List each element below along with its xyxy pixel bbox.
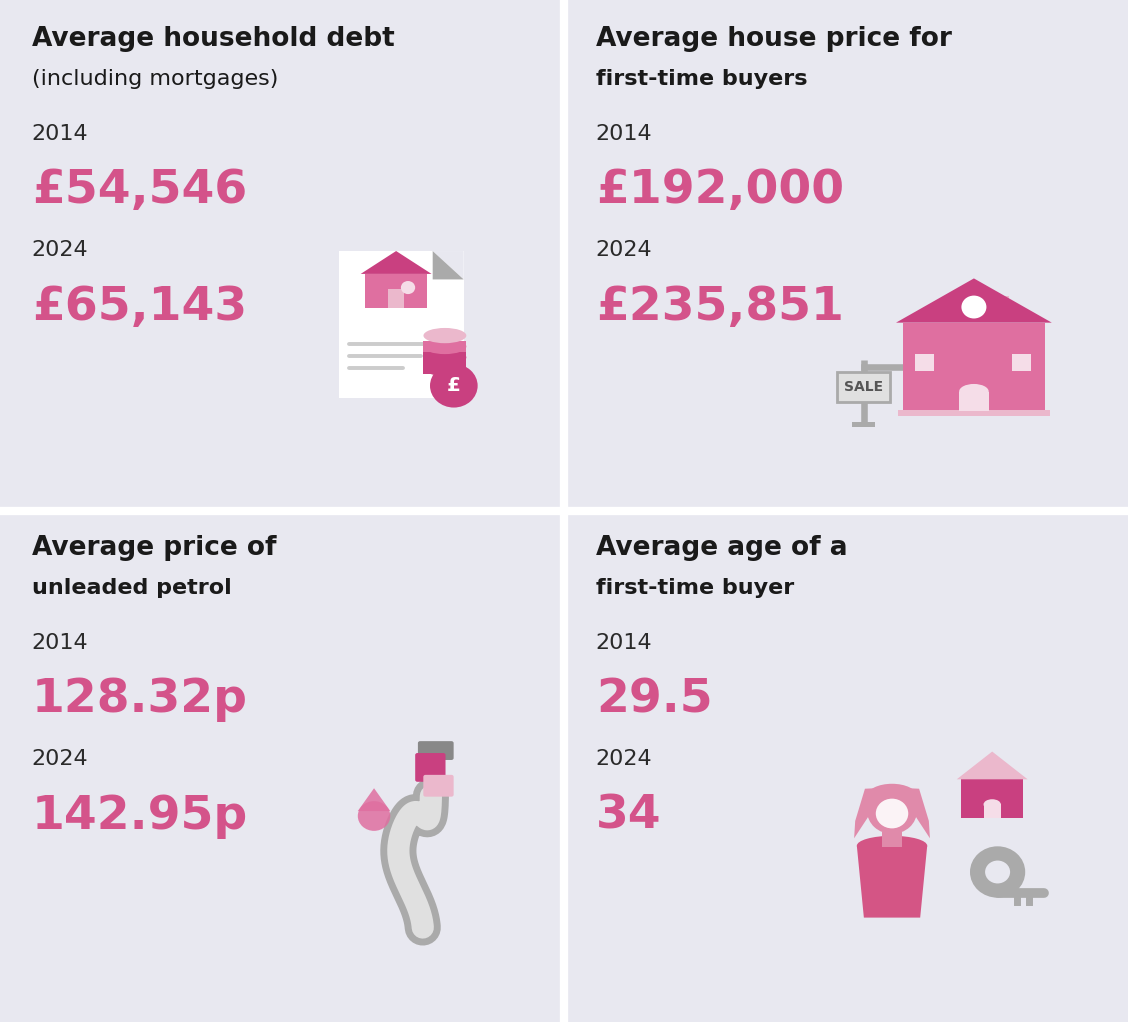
FancyBboxPatch shape [995,295,1008,322]
Text: unleaded petrol: unleaded petrol [32,578,231,598]
Polygon shape [361,251,432,274]
FancyBboxPatch shape [882,832,901,847]
FancyBboxPatch shape [853,421,875,427]
Text: 2014: 2014 [32,124,88,144]
FancyBboxPatch shape [902,323,1045,411]
Polygon shape [854,788,887,838]
Polygon shape [857,846,927,918]
FancyBboxPatch shape [423,352,466,363]
Ellipse shape [423,339,466,354]
Circle shape [358,801,390,831]
FancyBboxPatch shape [837,372,890,402]
Polygon shape [433,251,464,279]
FancyBboxPatch shape [423,341,466,352]
Text: SALE: SALE [844,379,883,393]
Polygon shape [433,251,464,279]
FancyBboxPatch shape [1012,355,1031,371]
Text: 29.5: 29.5 [596,678,713,723]
Text: £65,143: £65,143 [32,285,247,330]
Circle shape [961,295,986,319]
FancyBboxPatch shape [364,274,428,308]
Circle shape [985,861,1010,883]
Polygon shape [896,278,1051,323]
Polygon shape [358,788,390,811]
Text: £192,000: £192,000 [596,169,844,214]
Text: (including mortgages): (including mortgages) [32,69,279,89]
Text: £: £ [447,376,460,396]
FancyBboxPatch shape [417,741,453,760]
Text: first-time buyers: first-time buyers [596,69,808,89]
Text: 142.95p: 142.95p [32,794,248,839]
Ellipse shape [423,350,466,365]
Text: £235,851: £235,851 [596,285,844,330]
Text: £54,546: £54,546 [32,169,247,214]
Text: 128.32p: 128.32p [32,678,248,723]
Text: Average price of: Average price of [32,535,276,561]
FancyBboxPatch shape [959,391,989,411]
Ellipse shape [423,328,466,343]
FancyBboxPatch shape [898,410,1049,416]
Ellipse shape [857,836,927,855]
FancyBboxPatch shape [338,251,464,399]
Text: first-time buyer: first-time buyer [596,578,794,598]
Text: 2024: 2024 [32,749,88,770]
FancyBboxPatch shape [423,363,466,374]
FancyBboxPatch shape [388,288,404,308]
Text: 2024: 2024 [596,749,652,770]
FancyBboxPatch shape [915,355,934,371]
Ellipse shape [984,799,1001,809]
Ellipse shape [959,384,989,399]
Text: Average household debt: Average household debt [32,26,395,52]
Circle shape [875,798,908,829]
Text: Average house price for: Average house price for [596,26,952,52]
FancyBboxPatch shape [984,804,1001,818]
Text: 2014: 2014 [596,124,652,144]
Text: 2024: 2024 [596,240,652,261]
Circle shape [975,851,1021,893]
Circle shape [985,861,1010,883]
Circle shape [430,364,477,408]
Text: 2024: 2024 [32,240,88,261]
Text: 34: 34 [596,794,661,839]
Ellipse shape [423,361,466,376]
Polygon shape [898,788,929,838]
Text: Average age of a: Average age of a [596,535,847,561]
Ellipse shape [867,784,917,808]
Text: 2014: 2014 [596,633,652,653]
Text: 2014: 2014 [32,633,88,653]
FancyBboxPatch shape [961,780,1023,818]
FancyBboxPatch shape [423,775,453,797]
Circle shape [867,788,917,834]
Circle shape [1040,889,1048,896]
Polygon shape [957,751,1028,780]
Circle shape [400,281,415,294]
FancyBboxPatch shape [415,753,446,782]
